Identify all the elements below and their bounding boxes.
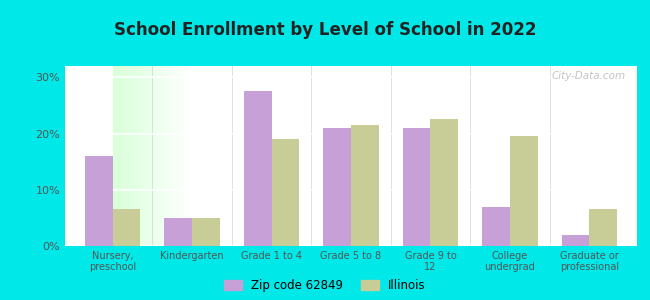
Bar	[112, 209, 140, 246]
Bar	[272, 139, 300, 246]
Bar	[164, 218, 192, 246]
Bar	[482, 207, 510, 246]
Bar	[244, 91, 272, 246]
Bar	[85, 156, 112, 246]
Bar	[510, 136, 538, 246]
Bar	[590, 209, 617, 246]
Bar	[323, 128, 351, 246]
Bar	[402, 128, 430, 246]
Bar	[430, 119, 458, 246]
Bar	[192, 218, 220, 246]
Text: School Enrollment by Level of School in 2022: School Enrollment by Level of School in …	[114, 21, 536, 39]
Text: City-Data.com: City-Data.com	[551, 71, 625, 81]
Bar	[562, 235, 590, 246]
Bar	[351, 125, 379, 246]
Legend: Zip code 62849, Illinois: Zip code 62849, Illinois	[220, 274, 430, 297]
